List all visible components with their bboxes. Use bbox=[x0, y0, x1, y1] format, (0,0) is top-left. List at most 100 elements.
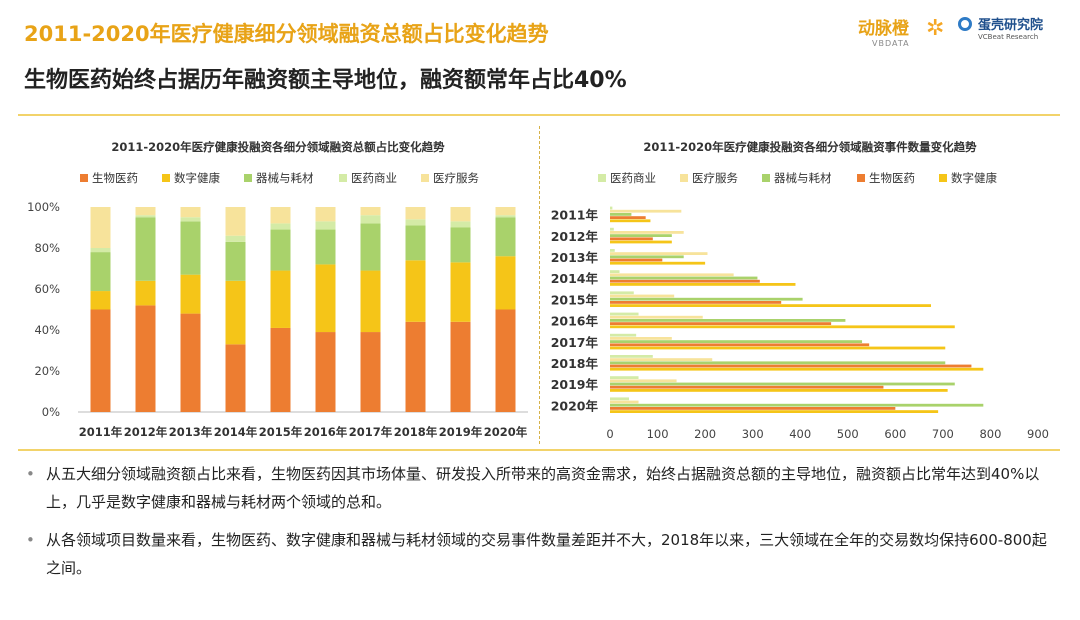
y-tick-label: 2020年 bbox=[551, 398, 599, 413]
bar bbox=[610, 385, 884, 389]
y-tick-label: 2017年 bbox=[551, 335, 599, 350]
legend-label: 器械与耗材 bbox=[774, 171, 832, 185]
bar-segment bbox=[225, 241, 246, 281]
bar-segment bbox=[405, 321, 426, 412]
bar-segment bbox=[270, 270, 291, 328]
bullet-text: 从各领域项目数量来看，生物医药、数字健康和器械与耗材领域的交易事件数量差距并不大… bbox=[46, 531, 1047, 577]
bar-segment bbox=[450, 207, 471, 222]
bar bbox=[610, 279, 760, 283]
bar-segment bbox=[360, 207, 381, 216]
bar bbox=[610, 322, 832, 325]
bar-segment bbox=[180, 221, 201, 275]
legend-label: 生物医药 bbox=[92, 171, 138, 185]
bar-segment bbox=[135, 280, 156, 306]
bar bbox=[610, 333, 637, 337]
bar-segment bbox=[270, 223, 291, 230]
bar-segment bbox=[315, 207, 336, 222]
bar bbox=[610, 252, 708, 255]
bar bbox=[610, 319, 846, 322]
vcbeat-ring-icon bbox=[958, 17, 972, 31]
vcbeat-logo: 蛋壳研究院 VCBeat Research bbox=[958, 14, 1043, 41]
bar bbox=[610, 337, 672, 340]
bar-segment bbox=[315, 264, 336, 333]
bar-segment bbox=[495, 309, 516, 412]
bar bbox=[610, 379, 677, 383]
bar-segment bbox=[180, 274, 201, 314]
bullet-item: • 从各领域项目数量来看，生物医药、数字健康和器械与耗材领域的交易事件数量差距并… bbox=[24, 526, 1054, 582]
bar bbox=[610, 346, 946, 350]
legend-swatch bbox=[598, 174, 606, 182]
chart-title: 2011-2020年医疗健康投融资各细分领域融资事件数量变化趋势 bbox=[643, 140, 977, 154]
bar-segment bbox=[90, 309, 111, 412]
bottom-divider bbox=[18, 449, 1060, 451]
bar-segment bbox=[450, 221, 471, 228]
bar-segment bbox=[495, 256, 516, 310]
orange-flower-icon: ✲ bbox=[926, 16, 945, 41]
bar-segment bbox=[225, 207, 246, 236]
bar-segment bbox=[450, 262, 471, 322]
bar-segment bbox=[135, 217, 156, 281]
bar-segment bbox=[135, 305, 156, 412]
bar bbox=[610, 240, 672, 244]
bar-segment bbox=[90, 252, 111, 292]
bar bbox=[610, 301, 782, 304]
vbdata-logo-name: 动脉橙 bbox=[858, 19, 909, 39]
x-tick-label: 800 bbox=[979, 427, 1001, 441]
bar bbox=[610, 367, 984, 371]
y-tick-label: 20% bbox=[34, 364, 60, 378]
bar-segment bbox=[225, 344, 246, 412]
bar bbox=[610, 270, 620, 273]
bar-segment bbox=[360, 223, 381, 271]
page-subtitle: 生物医药始终占据历年融资额主导地位，融资额常年占比40% bbox=[24, 68, 627, 93]
bar-segment bbox=[405, 225, 426, 261]
bar bbox=[610, 355, 653, 358]
bar-segment bbox=[180, 207, 201, 218]
bar bbox=[610, 410, 939, 413]
legend-label: 器械与耗材 bbox=[256, 171, 314, 185]
x-tick-label: 2019年 bbox=[439, 425, 483, 439]
chart-title: 2011-2020年医疗健康投融资各细分领域融资总额占比变化趋势 bbox=[111, 140, 445, 154]
bullet-item: • 从五大细分领域融资额占比来看，生物医药因其市场体量、研发投入所带来的高资金需… bbox=[24, 460, 1054, 516]
bar bbox=[610, 403, 984, 407]
legend-swatch bbox=[421, 174, 429, 182]
legend-swatch bbox=[857, 174, 865, 182]
legend-swatch bbox=[680, 174, 688, 182]
bar bbox=[610, 276, 758, 280]
bar bbox=[610, 312, 639, 316]
legend-label: 医药商业 bbox=[610, 171, 656, 185]
page-title: 2011-2020年医疗健康细分领域融资总额占比变化趋势 bbox=[24, 22, 549, 46]
bar-segment bbox=[450, 227, 471, 263]
y-tick-label: 0% bbox=[42, 405, 60, 419]
y-tick-label: 2011年 bbox=[551, 208, 599, 223]
bar bbox=[610, 382, 955, 386]
bullet-dot-icon: • bbox=[26, 531, 35, 549]
bar bbox=[610, 315, 703, 319]
legend-label: 数字健康 bbox=[951, 171, 997, 185]
x-tick-label: 100 bbox=[647, 427, 669, 441]
x-tick-label: 600 bbox=[884, 427, 906, 441]
bar-segment bbox=[405, 260, 426, 322]
vcbeat-logo-name: 蛋壳研究院 bbox=[978, 18, 1044, 33]
x-tick-label: 2016年 bbox=[304, 425, 348, 439]
x-tick-label: 0 bbox=[606, 427, 613, 441]
bar-segment bbox=[270, 327, 291, 412]
bar-segment bbox=[270, 207, 291, 224]
bar bbox=[610, 206, 613, 210]
x-tick-label: 400 bbox=[789, 427, 811, 441]
legend-swatch bbox=[939, 174, 947, 182]
y-tick-label: 2014年 bbox=[551, 271, 599, 286]
chart-divider bbox=[539, 126, 540, 444]
x-tick-label: 2018年 bbox=[394, 425, 438, 439]
bar bbox=[610, 261, 706, 265]
legend-swatch bbox=[162, 174, 170, 182]
bar-segment bbox=[225, 280, 246, 345]
bar bbox=[610, 358, 713, 361]
bar-segment bbox=[495, 217, 516, 257]
y-tick-label: 2013年 bbox=[551, 250, 599, 265]
legend-swatch bbox=[762, 174, 770, 182]
y-tick-label: 2019年 bbox=[551, 377, 599, 392]
legend-swatch bbox=[244, 174, 252, 182]
bullet-list: • 从五大细分领域融资额占比来看，生物医药因其市场体量、研发投入所带来的高资金需… bbox=[24, 460, 1054, 592]
bar bbox=[610, 297, 803, 301]
x-tick-label: 2013年 bbox=[169, 425, 213, 439]
